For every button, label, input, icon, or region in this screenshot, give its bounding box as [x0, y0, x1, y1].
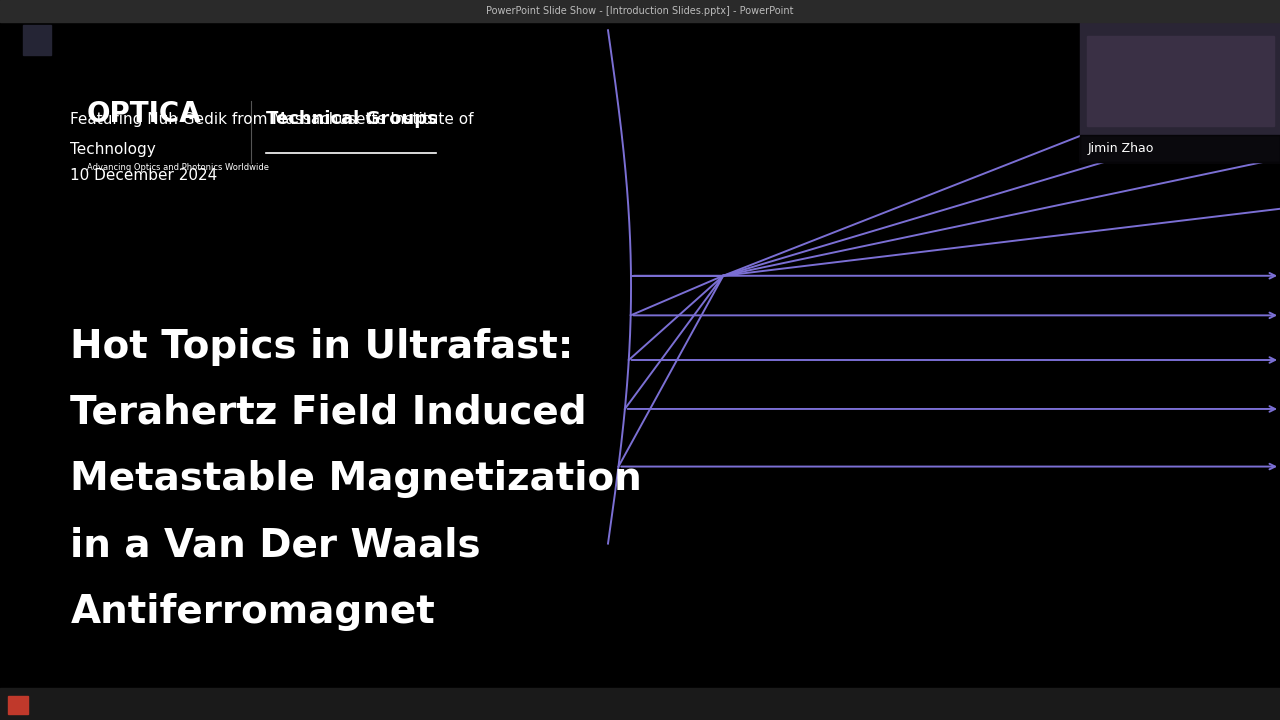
- Text: Technical Groups: Technical Groups: [266, 110, 438, 128]
- Text: Featuring Nuh Gedik from Massachusetts Institute of: Featuring Nuh Gedik from Massachusetts I…: [70, 112, 474, 127]
- Bar: [0, 688, 1280, 720]
- Bar: [1087, 36, 1274, 126]
- Bar: [1080, 22, 1280, 162]
- Bar: [1080, 135, 1280, 162]
- Text: Terahertz Field Induced: Terahertz Field Induced: [70, 394, 588, 432]
- Text: Hot Topics in Ultrafast:: Hot Topics in Ultrafast:: [70, 328, 573, 366]
- Text: Advancing Optics and Photonics Worldwide: Advancing Optics and Photonics Worldwide: [87, 163, 269, 172]
- Text: 10 December 2024: 10 December 2024: [70, 168, 218, 183]
- Text: Metastable Magnetization: Metastable Magnetization: [70, 460, 643, 498]
- Bar: [8, 696, 28, 714]
- Text: PowerPoint Slide Show - [Introduction Slides.pptx] - PowerPoint: PowerPoint Slide Show - [Introduction Sl…: [486, 6, 794, 16]
- Bar: [23, 25, 51, 55]
- Text: Technology: Technology: [70, 142, 156, 157]
- Bar: [0, 0, 1280, 22]
- Text: Antiferromagnet: Antiferromagnet: [70, 593, 435, 631]
- Text: in a Van Der Waals: in a Van Der Waals: [70, 526, 481, 564]
- Text: OPTICA: OPTICA: [87, 100, 202, 128]
- Text: Jimin Zhao: Jimin Zhao: [1088, 142, 1155, 155]
